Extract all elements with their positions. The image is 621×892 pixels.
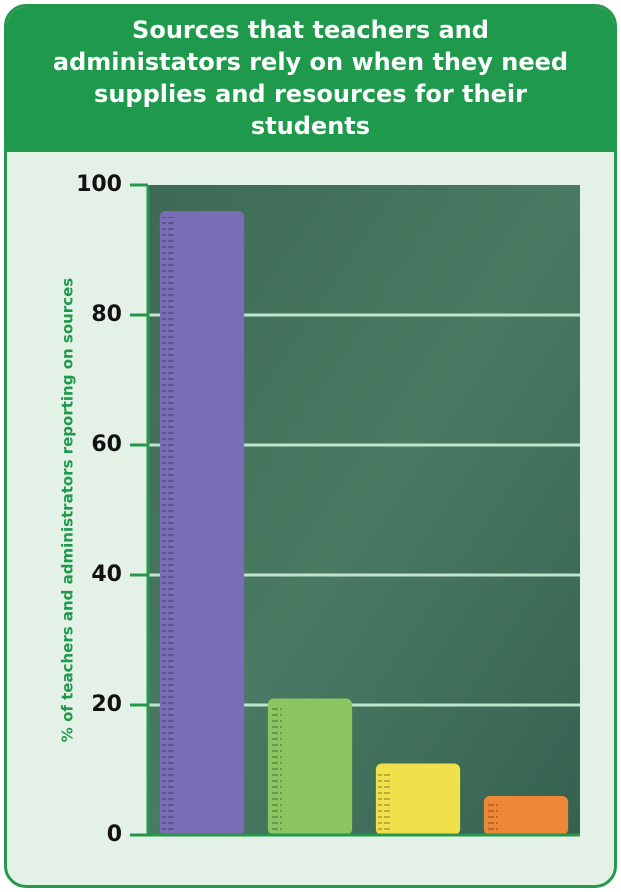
bar <box>267 698 353 835</box>
bar <box>483 796 569 835</box>
ruler-marks <box>485 802 498 835</box>
y-tick-label: 60 <box>91 432 122 457</box>
ruler-marks <box>269 704 282 835</box>
ruler-marks <box>161 217 174 835</box>
bar <box>159 211 245 835</box>
ruler-marks <box>377 769 390 835</box>
chart-title: Sources that teachers and administators … <box>52 16 569 140</box>
bar <box>375 763 461 835</box>
y-tick-label: 80 <box>91 302 122 327</box>
y-tick-label: 20 <box>91 692 122 717</box>
y-tick-label: 0 <box>107 822 122 847</box>
header: Sources that teachers and administators … <box>7 7 614 152</box>
y-tick-label: 100 <box>76 172 122 197</box>
y-tick-label: 40 <box>91 562 122 587</box>
y-axis-label: % of teachers and administrators reporti… <box>59 278 77 742</box>
